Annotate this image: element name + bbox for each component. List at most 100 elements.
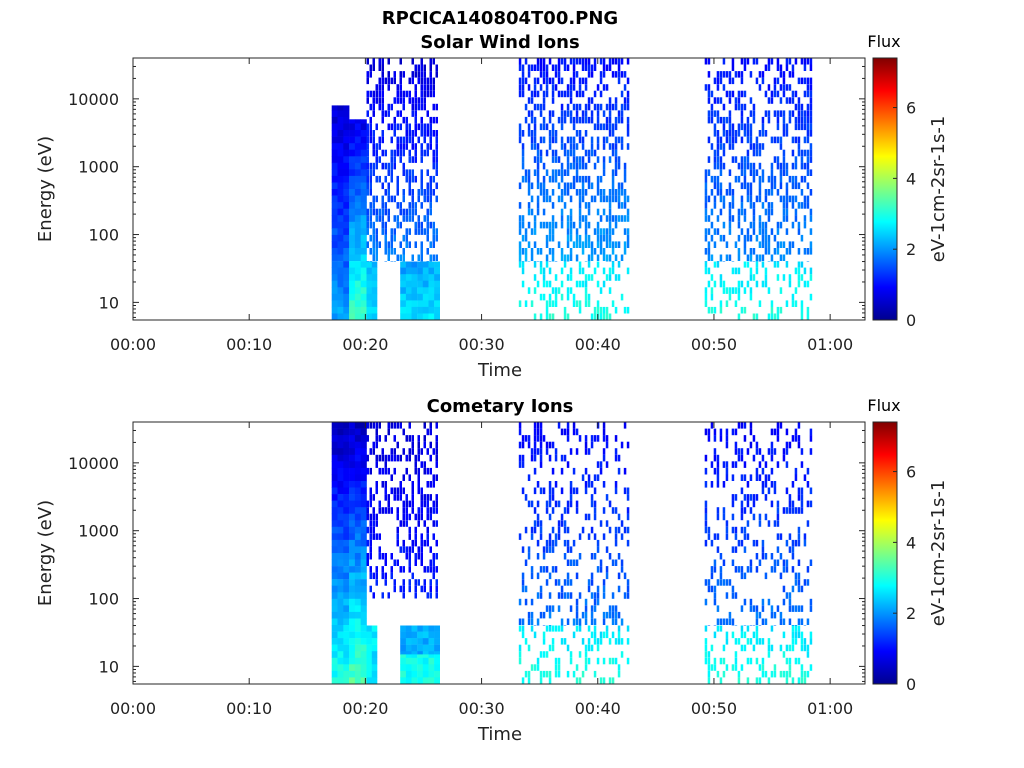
- flux-cell: [617, 526, 621, 534]
- flux-cell: [428, 267, 435, 275]
- flux-cell: [581, 116, 585, 124]
- flux-cell: [716, 507, 720, 514]
- flux-cell: [578, 208, 582, 216]
- flux-cell: [593, 487, 597, 495]
- flux-cell: [566, 579, 570, 586]
- flux-cell: [384, 77, 387, 85]
- flux-cell: [381, 130, 384, 137]
- flux-cell: [806, 579, 810, 586]
- flux-cell: [575, 130, 579, 137]
- flux-cell: [602, 592, 606, 599]
- flux-cell: [563, 116, 567, 124]
- flux-cell: [420, 513, 423, 521]
- flux-cell: [542, 162, 546, 170]
- flux-cell: [426, 513, 429, 521]
- flux-cell: [331, 618, 338, 626]
- flux-cell: [521, 90, 525, 98]
- flux-cell: [758, 189, 762, 196]
- flux-cell: [343, 116, 350, 124]
- flux-cell: [617, 261, 621, 268]
- flux-cell: [767, 448, 771, 455]
- flux-cell: [411, 441, 414, 449]
- flux-cell: [722, 670, 726, 678]
- flux-cell: [369, 169, 372, 176]
- flux-cell: [408, 533, 411, 540]
- flux-cell: [548, 533, 552, 540]
- flux-cell: [411, 175, 414, 183]
- flux-cell: [560, 90, 564, 98]
- flux-cell: [791, 539, 795, 547]
- flux-cell: [785, 448, 789, 455]
- flux-cell: [331, 500, 338, 508]
- flux-cell: [530, 572, 534, 580]
- flux-cell: [369, 90, 372, 98]
- flux-cell: [375, 513, 378, 521]
- flux-cell: [785, 215, 789, 222]
- flux-cell: [420, 254, 423, 261]
- flux-cell: [337, 300, 344, 308]
- flux-cell: [387, 58, 390, 65]
- flux-cell: [608, 287, 612, 294]
- flux-cell: [776, 189, 780, 196]
- flux-cell: [400, 280, 407, 288]
- flux-cell: [575, 156, 579, 163]
- flux-cell: [809, 116, 813, 124]
- flux-cell: [557, 500, 561, 508]
- flux-cell: [725, 116, 729, 124]
- flux-cell: [566, 507, 570, 514]
- x-tick-label: 00:50: [691, 699, 737, 718]
- flux-cell: [414, 71, 417, 78]
- flux-cell: [393, 467, 396, 475]
- flux-cell: [399, 566, 402, 573]
- flux-cell: [420, 448, 423, 455]
- flux-cell: [536, 625, 540, 626]
- flux-cell: [331, 208, 338, 216]
- flux-cell: [740, 487, 744, 495]
- flux-cell: [707, 58, 711, 65]
- flux-cell: [608, 605, 612, 612]
- flux-cell: [752, 494, 756, 501]
- flux-cell: [536, 520, 540, 527]
- flux-cell: [770, 313, 774, 320]
- flux-cell: [788, 97, 792, 104]
- flux-cell: [800, 631, 804, 639]
- flux-cell: [381, 182, 384, 190]
- flux-cell: [354, 467, 361, 475]
- flux-cell: [411, 287, 418, 295]
- flux-cell: [746, 136, 750, 144]
- flux-cell: [746, 280, 750, 288]
- flux-cell: [337, 123, 344, 131]
- flux-cell: [725, 428, 729, 436]
- flux-cell: [387, 215, 390, 222]
- colorbar-tick-label: 2: [906, 604, 916, 623]
- flux-cell: [560, 162, 564, 170]
- flux-cell: [722, 261, 726, 262]
- flux-cell: [755, 267, 759, 275]
- flux-cell: [405, 293, 412, 301]
- flux-cell: [417, 77, 420, 85]
- flux-cell: [402, 261, 405, 262]
- flux-cell: [417, 553, 420, 560]
- flux-cell: [740, 605, 744, 612]
- flux-cell: [414, 585, 417, 593]
- flux-cell: [596, 461, 600, 468]
- flux-cell: [420, 156, 423, 163]
- flux-cell: [343, 300, 350, 308]
- flux-cell: [428, 293, 435, 301]
- flux-cell: [794, 657, 798, 665]
- flux-cell: [752, 221, 756, 229]
- flux-cell: [578, 241, 582, 248]
- flux-cell: [716, 228, 720, 235]
- flux-cell: [608, 254, 612, 261]
- flux-cell: [331, 234, 338, 242]
- flux-cell: [331, 611, 338, 619]
- flux-cell: [343, 598, 350, 606]
- flux-cell: [797, 507, 801, 514]
- flux-cell: [423, 189, 426, 196]
- flux-cell: [725, 526, 729, 534]
- flux-cell: [533, 64, 537, 71]
- flux-cell: [587, 533, 591, 540]
- flux-cell: [755, 136, 759, 144]
- flux-cell: [369, 546, 372, 553]
- x-tick-label: 00:30: [459, 335, 505, 354]
